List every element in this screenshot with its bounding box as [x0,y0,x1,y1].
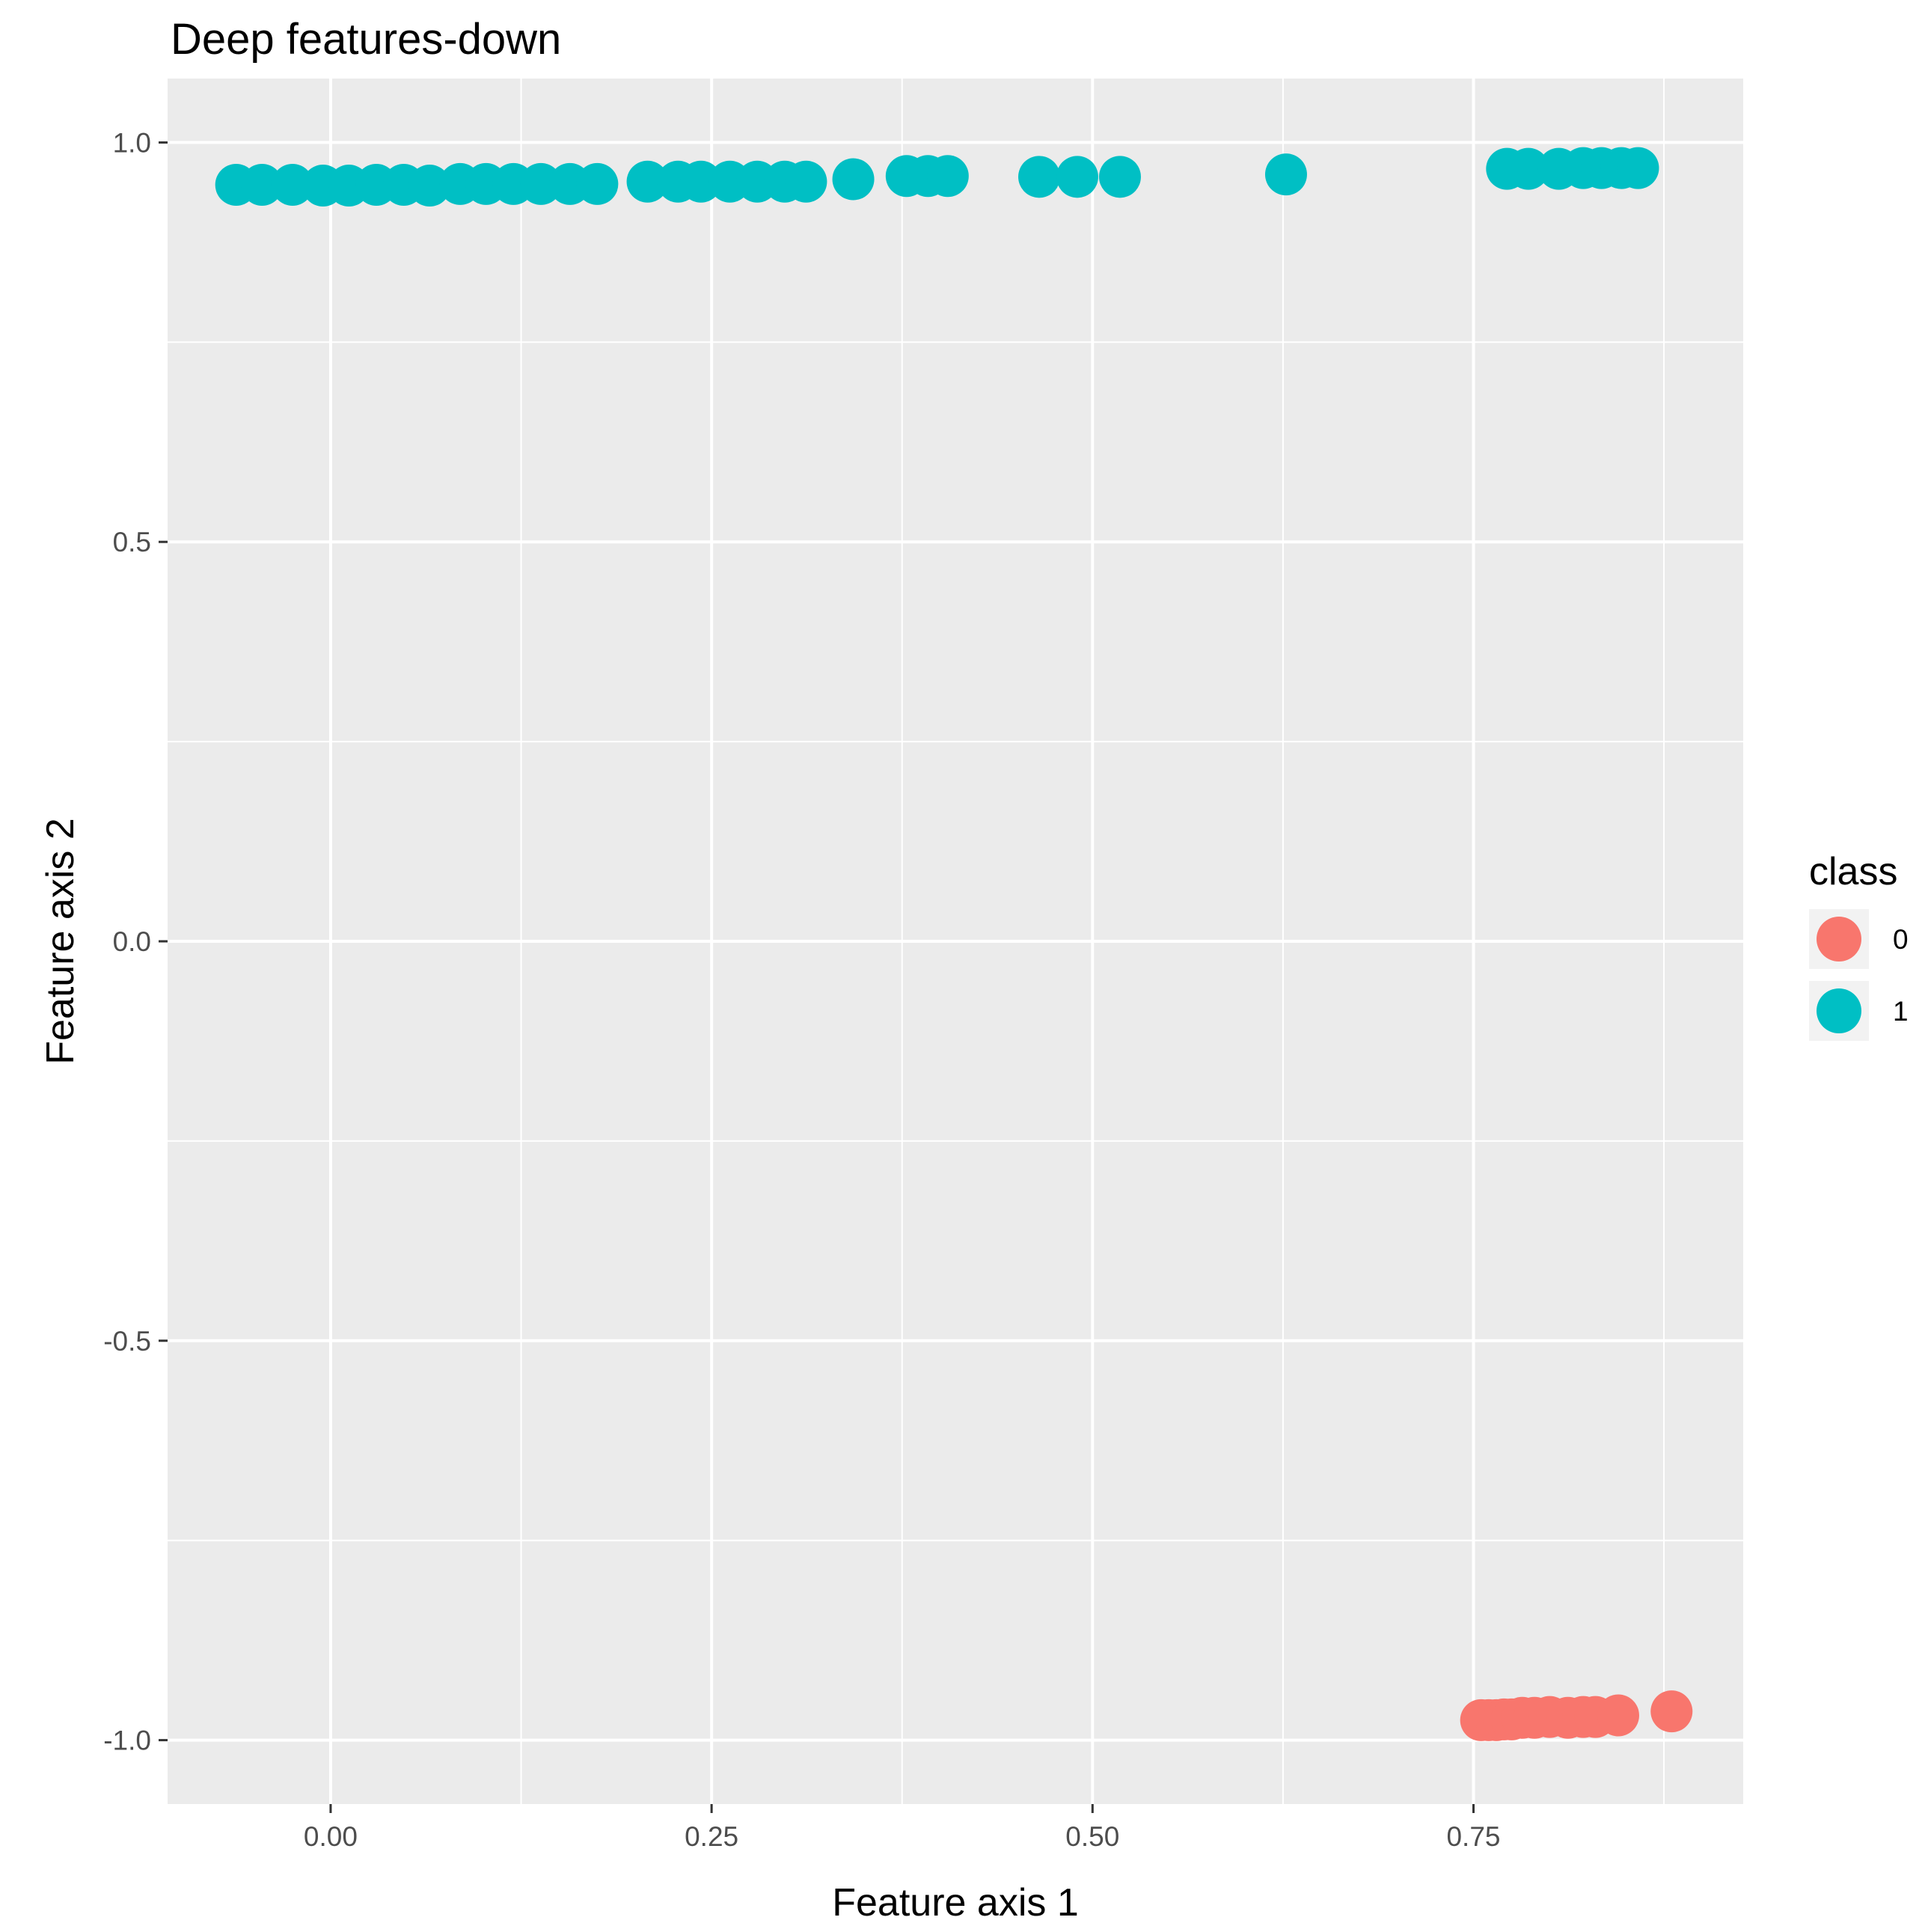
point-class-1-30 [1507,147,1549,190]
y-tick-label-1: -0.5 [103,1326,151,1357]
legend-title: class [1809,850,1897,893]
x-tick-label-1: 0.25 [685,1821,738,1852]
y-tick-label-0: -1.0 [103,1725,151,1756]
grid-major [168,79,1743,1804]
legend-label-class-0: 0 [1893,924,1909,955]
y-tick-label-4: 1.0 [113,127,151,158]
y-tick-label-2: 0.0 [113,926,151,957]
y-axis-ticks: -1.0 -0.5 0.0 0.5 1.0 [103,127,168,1756]
y-tick-label-3: 0.5 [113,527,151,557]
legend-key-class-1 [1817,988,1861,1033]
legend: class 0 1 [1809,850,1909,1041]
point-class-1-16 [679,160,722,203]
point-class-1-27 [1098,156,1141,198]
point-class-1-35 [1617,147,1659,189]
legend-key-class-0 [1817,917,1861,962]
data-points [215,147,1693,1741]
x-tick-label-3: 0.75 [1446,1821,1500,1852]
legend-label-class-1: 1 [1893,996,1909,1027]
x-axis-ticks: 0.00 0.25 0.50 0.75 [304,1804,1501,1852]
point-class-1-11 [520,162,563,205]
y-axis-title: Feature axis 2 [39,818,82,1065]
point-class-1-21 [832,158,875,201]
point-class-1-20 [785,160,827,203]
x-tick-label-2: 0.50 [1065,1821,1119,1852]
point-class-1-14 [626,160,669,203]
chart-title: Deep features-down [171,15,561,64]
point-class-1-25 [1018,156,1061,198]
point-class-1-24 [926,155,969,198]
point-class-0-11 [1597,1694,1639,1737]
point-class-1-7 [408,165,451,207]
point-class-0-12 [1650,1690,1693,1733]
point-class-1-26 [1056,156,1098,198]
x-tick-label-0: 0.00 [304,1821,358,1852]
point-class-1-2 [272,163,314,206]
x-axis-title: Feature axis 1 [832,1881,1079,1925]
point-class-1-1 [241,163,284,206]
point-class-1-13 [576,162,619,205]
point-class-1-28 [1264,153,1307,196]
